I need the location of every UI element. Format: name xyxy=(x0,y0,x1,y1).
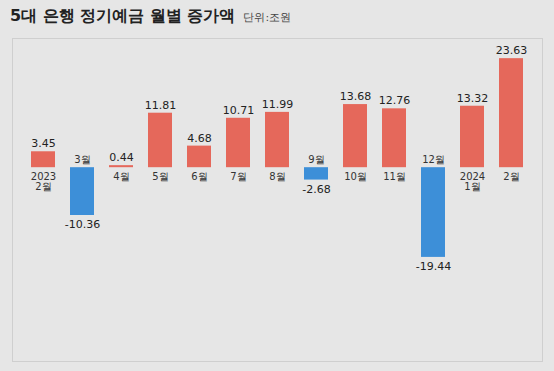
svg-text:3월: 3월 xyxy=(74,154,90,165)
svg-text:13.68: 13.68 xyxy=(340,90,372,103)
svg-text:7월: 7월 xyxy=(230,171,246,182)
html-text:단위:조원: 단위:조원 xyxy=(243,11,292,24)
svg-text:12월: 12월 xyxy=(422,154,445,165)
svg-text:12.76: 12.76 xyxy=(379,94,411,107)
svg-text:23.63: 23.63 xyxy=(496,44,528,57)
svg-text:3.45: 3.45 xyxy=(31,137,56,150)
svg-text:8월: 8월 xyxy=(269,171,285,182)
svg-text:-10.36: -10.36 xyxy=(65,218,100,231)
svg-text:9월: 9월 xyxy=(308,154,324,165)
svg-text:0.44: 0.44 xyxy=(109,151,134,164)
svg-text:11.99: 11.99 xyxy=(262,98,294,111)
svg-text:20241월: 20241월 xyxy=(460,171,485,192)
html-text:5대 은행 정기예금 월별 증가액: 5대 은행 정기예금 월별 증가액 xyxy=(10,6,236,25)
svg-text:10.71: 10.71 xyxy=(223,104,255,117)
svg-text:13.32: 13.32 xyxy=(457,92,489,105)
svg-text:6월: 6월 xyxy=(191,171,207,182)
svg-text:4월: 4월 xyxy=(113,171,129,182)
svg-text:20232월: 20232월 xyxy=(31,171,56,192)
svg-text:4.68: 4.68 xyxy=(187,132,212,145)
svg-text:5월: 5월 xyxy=(152,171,168,182)
svg-text:2월: 2월 xyxy=(503,171,519,182)
svg-text:10월: 10월 xyxy=(344,171,367,182)
svg-text:11월: 11월 xyxy=(383,171,406,182)
svg-text:11.81: 11.81 xyxy=(145,99,177,112)
svg-text:-19.44: -19.44 xyxy=(416,260,451,273)
svg-text:-2.68: -2.68 xyxy=(302,183,330,196)
